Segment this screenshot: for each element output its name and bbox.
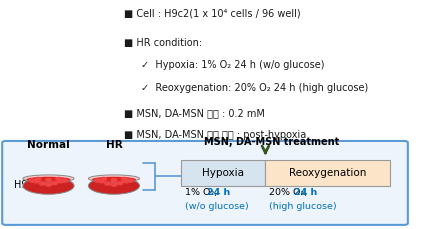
Ellipse shape <box>23 175 74 182</box>
Text: ■ Cell : H9c2(1 x 10⁴ cells / 96 well): ■ Cell : H9c2(1 x 10⁴ cells / 96 well) <box>124 8 301 18</box>
Text: 20% O₂,: 20% O₂, <box>269 188 310 197</box>
Ellipse shape <box>26 177 71 182</box>
Circle shape <box>124 180 129 183</box>
Circle shape <box>58 180 63 183</box>
Text: ■ HR condition:: ■ HR condition: <box>124 38 202 48</box>
Circle shape <box>105 182 111 185</box>
Circle shape <box>46 183 51 186</box>
Ellipse shape <box>23 177 74 194</box>
Circle shape <box>101 177 107 180</box>
Circle shape <box>127 179 133 182</box>
Text: (high glucose): (high glucose) <box>269 202 336 211</box>
Circle shape <box>56 177 62 180</box>
Circle shape <box>36 177 41 180</box>
Text: MSN, DA-MSN treatment: MSN, DA-MSN treatment <box>204 137 339 147</box>
Text: H9c2 cell: H9c2 cell <box>14 180 59 190</box>
Text: Normal: Normal <box>27 139 70 150</box>
Text: ✓  Reoxygenation: 20% O₂ 24 h (high glucose): ✓ Reoxygenation: 20% O₂ 24 h (high gluco… <box>140 83 368 93</box>
Ellipse shape <box>92 177 136 182</box>
Ellipse shape <box>88 177 140 194</box>
Circle shape <box>46 179 51 182</box>
FancyBboxPatch shape <box>2 141 408 225</box>
Text: ■ MSN, DA-MSN 농도 : 0.2 mM: ■ MSN, DA-MSN 농도 : 0.2 mM <box>124 108 265 118</box>
FancyBboxPatch shape <box>181 160 265 186</box>
Text: 1% O₂,: 1% O₂, <box>185 188 220 197</box>
Circle shape <box>111 179 117 182</box>
Circle shape <box>95 179 100 182</box>
Ellipse shape <box>88 175 140 182</box>
Text: 24 h: 24 h <box>207 188 231 197</box>
Circle shape <box>62 179 68 182</box>
Circle shape <box>39 182 45 185</box>
Circle shape <box>33 180 39 183</box>
Text: Reoxygenation: Reoxygenation <box>289 168 366 178</box>
Circle shape <box>99 180 104 183</box>
Circle shape <box>29 179 35 182</box>
Text: ■ MSN, DA-MSN 처리 조건 : post-hypoxia: ■ MSN, DA-MSN 처리 조건 : post-hypoxia <box>124 130 306 140</box>
Text: (w/o glucose): (w/o glucose) <box>185 202 249 211</box>
Text: HR: HR <box>106 139 122 150</box>
Text: Hypoxia: Hypoxia <box>203 168 244 178</box>
Circle shape <box>111 183 117 186</box>
Text: ✓  Hypoxia: 1% O₂ 24 h (w/o glucose): ✓ Hypoxia: 1% O₂ 24 h (w/o glucose) <box>140 60 324 70</box>
Circle shape <box>52 181 58 185</box>
Circle shape <box>121 177 127 180</box>
FancyBboxPatch shape <box>265 160 390 186</box>
Circle shape <box>117 181 123 185</box>
Text: 24 h: 24 h <box>294 188 318 197</box>
